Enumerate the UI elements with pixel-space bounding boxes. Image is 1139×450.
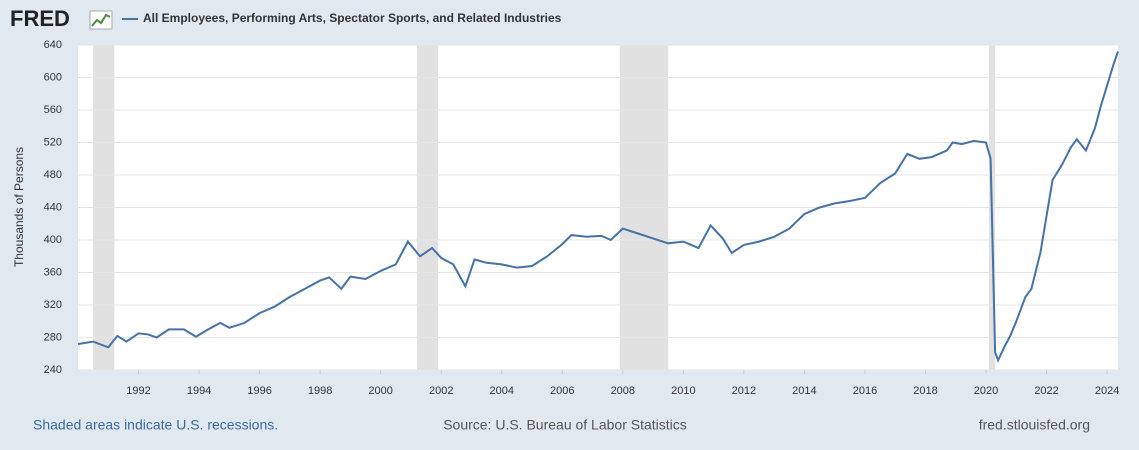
x-tick-label: 2018 [913, 385, 937, 397]
source: Source: U.S. Bureau of Labor Statistics [443, 417, 687, 433]
x-tick-label: 2006 [550, 385, 574, 397]
y-tick-label: 400 [44, 234, 62, 246]
y-tick-label: 440 [44, 201, 62, 213]
y-tick-label: 560 [44, 104, 62, 116]
site-link[interactable]: fred.stlouisfed.org [979, 417, 1090, 433]
legend-label: All Employees, Performing Arts, Spectato… [143, 11, 562, 25]
x-tick-label: 2024 [1095, 385, 1119, 397]
x-tick-label: 2020 [974, 385, 998, 397]
x-tick-label: 2008 [611, 385, 635, 397]
x-tick-label: 2000 [368, 385, 392, 397]
x-tick-label: 2022 [1034, 385, 1058, 397]
recession-note[interactable]: Shaded areas indicate U.S. recessions. [33, 417, 278, 433]
y-tick-label: 360 [44, 266, 62, 278]
x-tick-label: 1992 [126, 385, 150, 397]
x-tick-label: 2010 [671, 385, 695, 397]
y-tick-label: 240 [44, 364, 62, 376]
data-line [77, 51, 1119, 363]
logo-icon [89, 10, 113, 30]
x-tick-label: 1994 [187, 385, 211, 397]
x-tick-label: 2016 [853, 385, 877, 397]
y-tick-label: 280 [44, 331, 62, 343]
x-tick-label: 2002 [429, 385, 453, 397]
y-axis-title: Thousands of Persons [12, 147, 26, 267]
x-tick-label: 2004 [490, 385, 514, 397]
y-tick-label: 520 [44, 136, 62, 148]
y-tick-label: 600 [44, 71, 62, 83]
x-tick-label: 2014 [792, 385, 816, 397]
x-tick-label: 1996 [247, 385, 271, 397]
y-tick-label: 320 [44, 299, 62, 311]
y-tick-label: 480 [44, 169, 62, 181]
x-tick-label: 1998 [308, 385, 332, 397]
logo: FRED [10, 6, 70, 31]
y-tick-label: 640 [44, 39, 62, 51]
x-tick-label: 2012 [732, 385, 756, 397]
